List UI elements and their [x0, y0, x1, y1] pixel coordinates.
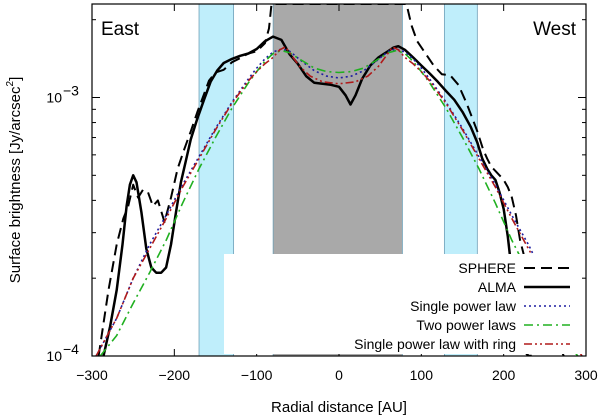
- legend-background: [224, 254, 582, 354]
- legend-label-alma: ALMA: [478, 279, 517, 295]
- y-tick-label-exp: −3: [63, 83, 79, 99]
- east-label: East: [101, 19, 140, 40]
- shaded-region-0: [198, 4, 235, 356]
- x-tick-label: 0: [335, 367, 343, 383]
- series-single-power-law: [95, 48, 583, 356]
- x-tick-label: 100: [410, 367, 434, 383]
- y-axis-label-sup: 2: [5, 80, 16, 86]
- x-tick-label: −200: [159, 367, 191, 383]
- y-tick-label-exp: −4: [63, 341, 79, 357]
- x-axis-label: Radial distance [AU]: [271, 399, 407, 416]
- legend-label-single-power-law-with-ring: Single power law with ring: [354, 336, 516, 352]
- x-tick-label: 200: [492, 367, 516, 383]
- legend: SPHERE ALMA Single power law Two power laws…: [354, 260, 570, 352]
- y-tick-label: 10: [46, 348, 62, 364]
- y-axis-label: Surface brightness [Jy/arcsec2]: [5, 77, 24, 284]
- y-axis-label-main: Surface brightness [Jy/arcsec: [7, 86, 24, 283]
- west-label: West: [533, 19, 577, 40]
- legend-label-single-power-law: Single power law: [410, 298, 517, 314]
- legend-label-sphere: SPHERE: [458, 260, 516, 276]
- legend-label-two-power-laws: Two power laws: [416, 317, 516, 333]
- series-single-power-law-with-ring: [95, 46, 583, 356]
- series-alma: [102, 35, 532, 356]
- y-axis-label-suffix: ]: [7, 77, 24, 81]
- x-tick-label: −300: [76, 367, 108, 383]
- x-tick-label: 300: [574, 367, 598, 383]
- series-two-power-laws: [99, 49, 579, 356]
- x-tick-label: −100: [241, 367, 273, 383]
- y-tick-label: 10: [46, 90, 62, 106]
